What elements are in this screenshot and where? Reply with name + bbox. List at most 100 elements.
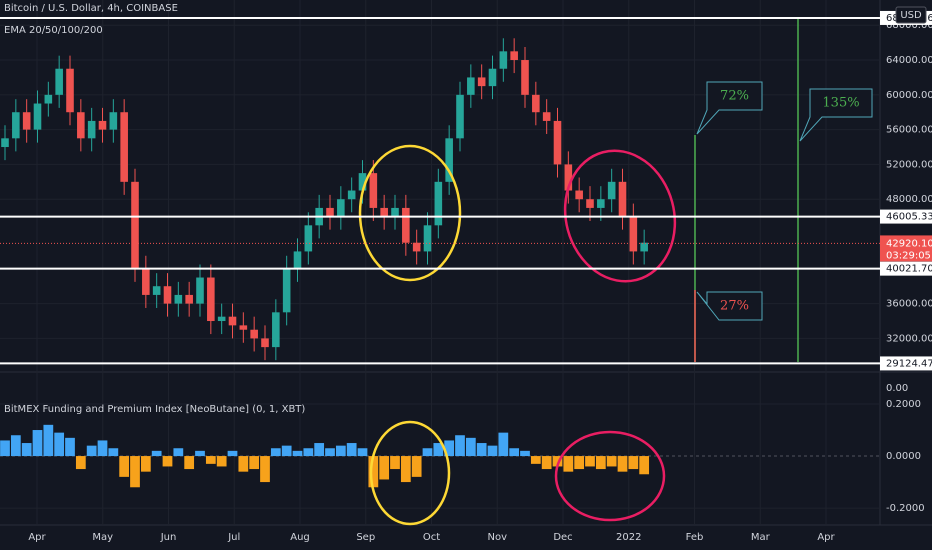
funding-bar [108, 448, 119, 457]
x-tick-label: Feb [686, 532, 704, 543]
funding-bar [86, 445, 97, 457]
indicator-scale-label: 0.00 [886, 383, 908, 394]
indicator-tick-label: 0.2000 [886, 399, 921, 410]
x-tick-label: Mar [751, 532, 771, 543]
callout-box [799, 88, 873, 142]
candle-body [77, 112, 85, 139]
candle-body [391, 207, 399, 217]
funding-bar [10, 435, 21, 457]
funding-bar [227, 450, 238, 457]
funding-bar [195, 450, 205, 457]
highlight [369, 420, 451, 526]
funding-bar [379, 456, 390, 480]
candle-body [542, 112, 551, 121]
funding-bar [498, 432, 509, 457]
candle-body [337, 199, 345, 217]
indicator-tick-label: -0.2000 [886, 503, 925, 514]
funding-bar [65, 437, 75, 457]
y-tick-label: 64000.00 [886, 55, 932, 66]
highlight [554, 430, 666, 522]
funding-bar [97, 440, 108, 457]
funding-bar [595, 456, 606, 470]
candle-body [120, 112, 128, 182]
candle-body [575, 190, 583, 200]
funding-bar [433, 443, 444, 457]
funding-bar [487, 445, 498, 457]
callout-box [696, 291, 763, 321]
candle-body [347, 190, 356, 200]
callout-text: 27% [720, 299, 749, 314]
funding-bar [140, 456, 151, 472]
current-price-box [880, 235, 932, 262]
candle-body [152, 286, 161, 295]
x-tick-label: Jun [160, 532, 177, 543]
candle-body [607, 181, 616, 200]
level-label: 29124.47 [886, 358, 932, 369]
candle-body [98, 120, 107, 130]
candle-body [456, 94, 464, 139]
funding-bar [585, 456, 595, 467]
y-tick-label: 52000.00 [886, 159, 932, 170]
funding-bar [54, 432, 65, 457]
funding-bar [390, 456, 400, 470]
candle-body [250, 329, 258, 339]
candle-body [282, 268, 291, 313]
candle-body [109, 112, 118, 130]
candle-body [196, 277, 204, 304]
candle-body [412, 242, 421, 252]
candle-body [510, 51, 518, 61]
funding-bar [639, 456, 650, 475]
funding-bar [119, 456, 130, 477]
level-label-box [880, 209, 932, 224]
current-price-label: 42920.10 [886, 238, 932, 249]
candle-body [217, 316, 226, 322]
candle-body [163, 286, 172, 304]
candle-body [618, 181, 627, 217]
funding-bar [32, 430, 43, 457]
candle-body [629, 216, 638, 252]
candle-body [228, 316, 237, 326]
candle-body [532, 94, 540, 113]
x-tick-label: Jul [227, 532, 240, 543]
candle-body [207, 277, 215, 322]
funding-bar [75, 456, 86, 470]
y-tick-label: 36000.00 [886, 299, 932, 310]
y-tick-label: 60000.00 [886, 90, 932, 101]
funding-bar [552, 456, 563, 467]
x-tick-label: Aug [290, 532, 310, 543]
funding-bar [238, 456, 249, 472]
funding-bar [281, 445, 292, 457]
funding-bar [400, 456, 411, 483]
marks [0, 38, 650, 488]
level-label: 46005.33 [886, 212, 932, 223]
candle-body [380, 207, 388, 217]
level-label-box [880, 261, 932, 276]
funding-bar [162, 456, 173, 467]
indicator-title: BitMEX Funding and Premium Index [NeoBut… [4, 404, 305, 415]
x-tick-label: Apr [28, 532, 46, 543]
candle-body [640, 242, 648, 252]
candle-body [142, 268, 150, 295]
funding-bar [444, 440, 455, 457]
candle-body [553, 120, 562, 165]
candle-body [369, 173, 378, 208]
funding-bar [368, 456, 379, 488]
x-tick-label: Oct [423, 532, 440, 543]
candle-body [499, 51, 508, 69]
funding-bar [184, 456, 195, 470]
funding-bar [0, 440, 10, 457]
funding-bar [563, 456, 574, 472]
y-tick-label: 56000.00 [886, 125, 932, 136]
candle-body [55, 68, 63, 95]
highlight [358, 144, 462, 282]
funding-bar [314, 443, 325, 457]
funding-bar [422, 448, 433, 457]
x-tick-label: Dec [553, 532, 572, 543]
overlay: 32000.00 36000.00 52000.00 48000.00 56000.00… [0, 6, 932, 543]
x-tick-label: May [92, 532, 113, 543]
candle-body [66, 68, 74, 113]
currency: USD [900, 10, 922, 21]
candle-body [358, 173, 367, 191]
funding-bar [130, 456, 140, 488]
